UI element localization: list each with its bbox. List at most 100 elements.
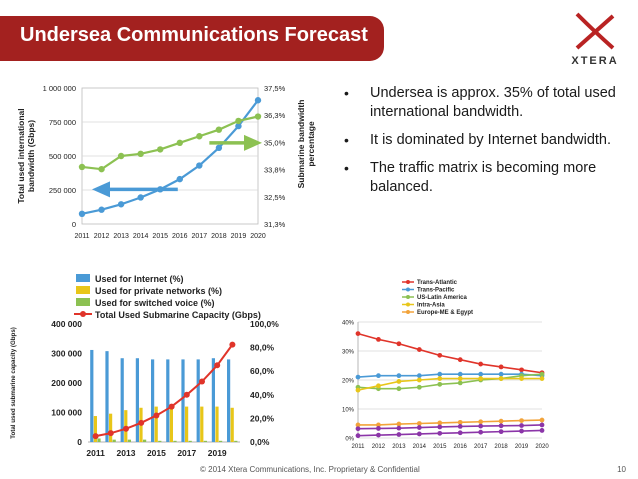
data-point	[376, 432, 381, 438]
x-tick-label: 2019	[208, 448, 227, 458]
bar	[234, 440, 238, 442]
data-point	[498, 371, 504, 377]
series-line	[357, 373, 543, 390]
y2-tick-label: 0,0%	[250, 437, 270, 447]
bar	[97, 438, 101, 442]
slide-title: Undersea Communications Forecast	[20, 24, 368, 46]
data-point	[355, 433, 361, 439]
bar	[200, 406, 204, 442]
bar	[215, 406, 219, 442]
y-tick-label: 200 000	[51, 378, 82, 388]
legend-swatch	[76, 298, 90, 306]
y2-axis-label: Submarine bandwidth	[296, 100, 306, 189]
y2-tick-label: 20,0%	[250, 413, 275, 423]
x-tick-label: 2014	[133, 233, 149, 240]
legend-label: Intra-Asia	[417, 303, 445, 309]
legend-label: Used for switched voice (%)	[95, 298, 215, 308]
data-point	[416, 421, 422, 426]
bullet-dot-icon: •	[344, 85, 349, 101]
data-point	[416, 384, 422, 390]
data-point	[498, 429, 504, 435]
data-point-total-capacity	[183, 391, 190, 398]
data-point-submarine-percentage	[176, 139, 183, 147]
data-point-submarine-percentage	[78, 163, 86, 171]
y2-tick-label: 31,3%	[264, 220, 286, 229]
x-tick-label: 2011	[86, 448, 105, 458]
data-point	[376, 426, 381, 431]
data-point-total-bandwidth	[176, 175, 183, 183]
data-point-total-capacity	[229, 341, 236, 348]
bar	[127, 439, 131, 442]
series-line	[357, 377, 542, 391]
data-point-submarine-percentage	[235, 117, 242, 125]
y2-tick-label: 60,0%	[250, 366, 275, 376]
series-line	[357, 424, 543, 430]
bar	[196, 359, 200, 442]
series-line-total-bandwidth	[81, 99, 259, 215]
x-tick-label: 2018	[494, 444, 508, 450]
data-point	[478, 423, 484, 429]
data-point	[498, 418, 504, 424]
data-point	[478, 376, 484, 381]
y2-tick-label: 33,8%	[264, 166, 286, 175]
bar	[203, 440, 207, 442]
legend-swatch	[76, 286, 90, 294]
x-tick-label: 2012	[94, 233, 110, 240]
legend-label: Used for private networks (%)	[95, 286, 222, 296]
y-tick-label: 30%	[342, 350, 355, 356]
right-axis-arrow-icon	[244, 134, 262, 151]
series-line	[357, 373, 543, 378]
bar	[185, 406, 189, 442]
bar	[181, 359, 185, 442]
bar	[230, 407, 234, 442]
submarine-capacity-chart: Used for Internet (%) Used for private ne…	[10, 274, 279, 458]
bar	[188, 440, 192, 442]
series-line-submarine-percentage	[81, 115, 259, 171]
data-point	[539, 376, 545, 381]
data-point	[416, 431, 422, 437]
bar	[112, 439, 116, 442]
y-tick-label: 300 000	[51, 349, 82, 359]
data-point	[437, 371, 443, 377]
data-point	[416, 425, 422, 430]
data-point-submarine-percentage	[117, 152, 125, 160]
data-point	[396, 341, 402, 347]
data-point	[416, 373, 422, 379]
y2-tick-label: 32,5%	[264, 193, 286, 202]
legend-marker	[406, 287, 410, 292]
y2-tick-label: 100,0%	[250, 319, 279, 329]
data-point	[355, 374, 361, 380]
x-tick-label: 2017	[474, 444, 488, 450]
bar	[135, 358, 139, 442]
y-tick-label: 0%	[345, 437, 354, 443]
data-point-total-capacity	[107, 430, 114, 437]
legend-label: Total Used Submarine Capacity (Gbps)	[95, 310, 261, 320]
title-banner: Undersea Communications Forecast	[0, 16, 384, 61]
data-point-submarine-percentage	[157, 146, 164, 153]
legend-label: Trans-Atlantic	[417, 280, 458, 286]
data-point-total-bandwidth	[137, 194, 144, 201]
traffic-matrix-chart: 0% 10% 20% 30% 40% 2011 2012 2013 2014 2015 2016 20…	[342, 280, 549, 450]
legend-marker	[406, 280, 410, 284]
data-point	[539, 371, 545, 377]
x-tick-label: 2016	[454, 444, 468, 450]
y-tick-label: 100 000	[51, 408, 82, 418]
data-point	[519, 418, 524, 423]
data-point	[396, 432, 402, 437]
x-tick-label: 2017	[192, 233, 208, 240]
x-tick-label: 2019	[515, 444, 529, 450]
y2-tick-label: 35,0%	[264, 138, 286, 147]
bullet-dot-icon: •	[344, 160, 349, 176]
x-tick-label: 2020	[535, 444, 549, 450]
data-point	[498, 423, 504, 429]
data-point	[519, 423, 524, 428]
series-line	[357, 332, 543, 374]
legend-label: Trans-Pacific	[417, 288, 455, 294]
data-point-submarine-percentage	[137, 150, 144, 158]
data-point-total-capacity	[92, 433, 99, 440]
y2-tick-label: 40,0%	[250, 390, 275, 400]
data-point	[457, 371, 463, 377]
y2-tick-label: 36,3%	[264, 111, 286, 120]
x-tick-label: 2020	[250, 233, 266, 240]
x-tick-label: 2011	[352, 444, 366, 450]
